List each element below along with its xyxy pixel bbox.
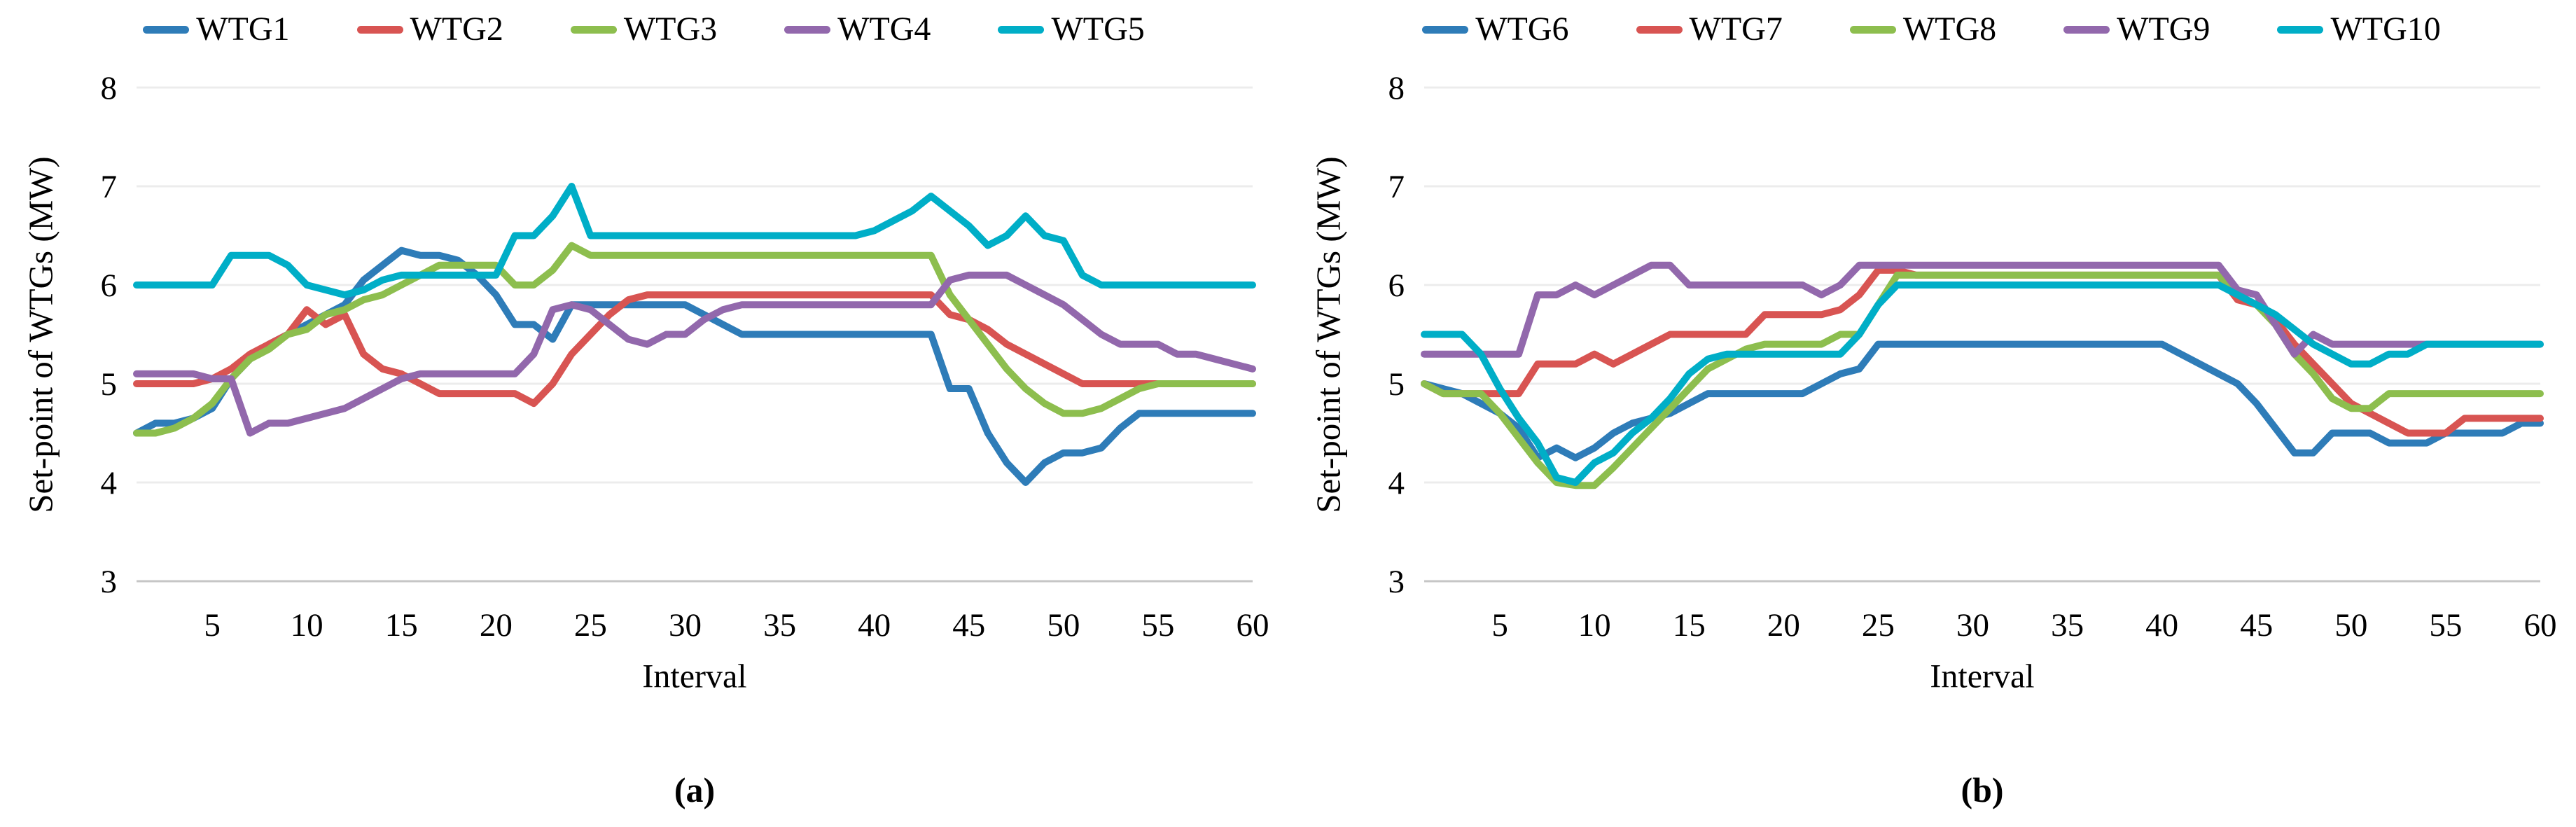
x-tick-label: 50 <box>1047 607 1080 644</box>
x-tick-label: 60 <box>1237 607 1269 644</box>
legend-swatch-wtg3 <box>570 25 617 34</box>
legend-swatch-wtg9 <box>2063 25 2110 34</box>
x-tick-label: 60 <box>2524 607 2557 644</box>
x-tick-label: 35 <box>2051 607 2084 644</box>
x-tick-label: 15 <box>1673 607 1706 644</box>
panel-caption-a: (a) <box>674 770 716 809</box>
x-tick-label: 50 <box>2334 607 2367 644</box>
legend-label: WTG3 <box>623 11 718 48</box>
legend-swatch-wtg5 <box>998 25 1045 34</box>
x-tick-label: 45 <box>2240 607 2273 644</box>
legend-item-wtg4: WTG4 <box>784 13 931 46</box>
legend-item-wtg6: WTG6 <box>1422 11 1569 48</box>
legend-swatch-wtg10 <box>2277 25 2324 34</box>
legend-swatch-wtg4 <box>784 25 831 34</box>
legend-swatch-wtg2 <box>356 25 403 34</box>
y-tick-label: 8 <box>1388 70 1405 106</box>
x-tick-label: 25 <box>574 607 607 644</box>
y-tick-label: 5 <box>1388 366 1405 403</box>
legend-item-wtg7: WTG7 <box>1636 13 1783 46</box>
series-line-wtg8 <box>1421 271 2544 489</box>
legend-item-wtg5: WTG5 <box>998 11 1145 48</box>
legend-label: WTG9 <box>2117 11 2211 48</box>
series-line-wtg9 <box>1421 261 2544 358</box>
y-axis-title-a: Set-point of WTGs (MW) <box>21 156 60 513</box>
x-tick-label: 25 <box>1862 607 1895 644</box>
x-tick-label: 30 <box>669 607 702 644</box>
x-tick-label: 55 <box>1141 607 1174 644</box>
legend-label: WTG4 <box>837 11 931 48</box>
x-tick-label: 30 <box>1956 607 1989 644</box>
x-tick-label: 10 <box>291 607 323 644</box>
y-tick-label: 7 <box>101 169 118 205</box>
x-axis-title-a: Interval <box>642 658 747 695</box>
panel-caption-b: (b) <box>1961 770 2004 809</box>
legend-item-wtg10: WTG10 <box>2277 11 2441 48</box>
series-line-wtg2 <box>133 291 1256 408</box>
legend-label: WTG7 <box>1689 11 1783 48</box>
y-tick-label: 3 <box>101 564 118 600</box>
series-line-wtg4 <box>133 271 1256 437</box>
y-tick-label: 3 <box>1388 564 1405 600</box>
y-tick-label: 4 <box>101 465 118 501</box>
panel-a: WTG1 WTG2 WTG3 WTG4 WTG5 3 4 5 6 7 8 5 10 15 20 25 30 35… <box>0 13 1288 810</box>
legend-label: WTG8 <box>1902 11 1997 48</box>
legend-label: WTG10 <box>2330 11 2441 48</box>
legend-b: WTG6 WTG7 WTG8 WTG9 WTG10 <box>1288 13 2575 46</box>
y-tick-label: 6 <box>101 267 118 304</box>
x-tick-label: 10 <box>1578 607 1611 644</box>
y-tick-label: 8 <box>101 70 118 106</box>
x-axis-title-b: Interval <box>1930 658 2035 695</box>
y-tick-label: 7 <box>1388 169 1405 205</box>
x-tick-label: 5 <box>204 607 221 644</box>
legend-swatch-wtg7 <box>1636 25 1683 34</box>
legend-swatch-wtg1 <box>143 25 190 34</box>
legend-label: WTG6 <box>1475 11 1569 48</box>
x-tick-label: 15 <box>385 607 418 644</box>
legend-item-wtg9: WTG9 <box>2063 13 2210 46</box>
y-axis-title-b: Set-point of WTGs (MW) <box>1309 156 1348 513</box>
legend-swatch-wtg8 <box>1849 25 1896 34</box>
legend-label: WTG2 <box>410 11 503 48</box>
x-tick-label: 35 <box>763 607 796 644</box>
legend-a: WTG1 WTG2 WTG3 WTG4 WTG5 <box>0 13 1288 46</box>
legend-swatch-wtg6 <box>1422 25 1469 34</box>
x-tick-label: 45 <box>952 607 985 644</box>
panel-b: WTG6 WTG7 WTG8 WTG9 WTG10 3 4 5 6 7 8 5 10 15 20 25 30 3… <box>1288 0 2575 827</box>
y-tick-label: 6 <box>1388 267 1405 304</box>
series-line-wtg6 <box>1421 340 2544 461</box>
series-line-wtg10 <box>1421 282 2544 486</box>
legend-label: WTG1 <box>196 11 290 48</box>
legend-item-wtg8: WTG8 <box>1849 11 1997 48</box>
x-tick-label: 40 <box>858 607 891 644</box>
legend-item-wtg3: WTG3 <box>570 11 718 48</box>
y-tick-label: 4 <box>1388 465 1405 501</box>
x-tick-label: 20 <box>480 607 513 644</box>
x-tick-label: 55 <box>2429 607 2462 644</box>
legend-item-wtg1: WTG1 <box>143 11 290 48</box>
x-tick-label: 40 <box>2145 607 2178 644</box>
series-line-wtg3 <box>133 242 1256 437</box>
y-tick-label: 5 <box>101 366 118 403</box>
series-line-wtg5 <box>133 183 1256 299</box>
legend-label: WTG5 <box>1051 11 1145 48</box>
x-tick-label: 5 <box>1491 607 1508 644</box>
legend-item-wtg2: WTG2 <box>356 11 503 48</box>
x-tick-label: 20 <box>1767 607 1800 644</box>
